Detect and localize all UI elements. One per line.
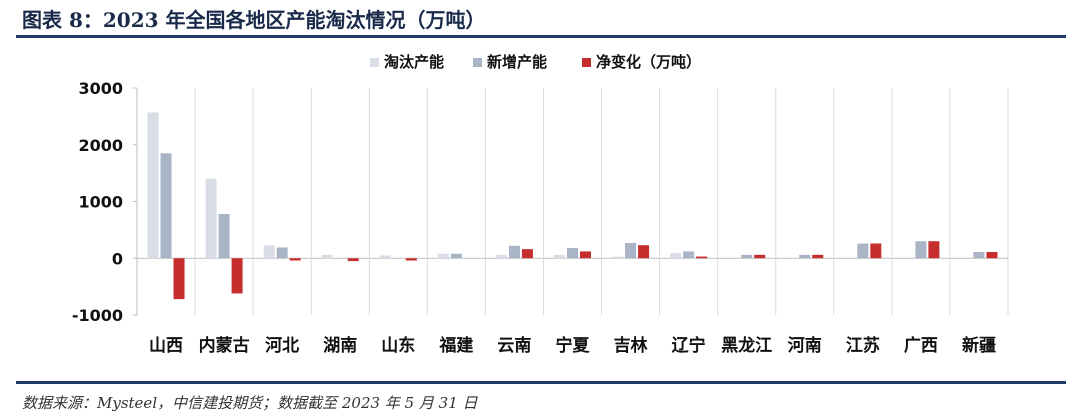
bar-12-series-3 [812,254,824,259]
x-category-label-3: 河北 [265,336,299,356]
bar-5-series-3 [405,258,417,261]
bar-8-series-1 [554,254,565,259]
bar-1-series-2 [160,153,172,259]
bar-12-series-2 [799,254,811,259]
y-tick-label-3: 1000 [78,193,123,212]
y-tick-label-5: -1000 [72,306,123,325]
bar-6-series-1 [437,253,449,259]
bar-3-series-1 [263,245,275,259]
bottom-rule [16,381,1066,384]
figure-title-text: 2023 年全国各地区产能淘汰情况（万吨） [102,8,486,32]
bar-4-series-3 [347,258,359,262]
figure-title: 图表 8：2023 年全国各地区产能淘汰情况（万吨） [22,4,486,33]
x-category-label-7: 云南 [497,335,531,356]
bar-15-series-2 [973,252,985,259]
bar-7-series-2 [508,245,520,259]
bar-3-series-3 [289,258,301,261]
x-category-label-1: 山西 [149,336,183,356]
bar-11-series-2 [741,254,753,259]
bar-10-series-3 [696,256,708,259]
x-category-label-10: 辽宁 [672,335,706,356]
bar-11-series-3 [754,254,766,259]
legend-swatch-3 [582,58,591,67]
y-tick-label-1: 3000 [78,79,123,98]
bar-8-series-2 [567,248,578,259]
bar-13-series-2 [857,243,869,259]
bar-1-series-1 [147,112,159,259]
bar-5-series-1 [379,255,391,259]
legend-label-1: 淘汰产能 [383,53,444,71]
bar-6-series-2 [450,253,462,259]
bar-9-series-3 [638,245,650,259]
bar-1-series-3 [173,258,185,300]
figure-colon: ： [82,8,103,32]
bar-9-series-2 [625,242,637,259]
bar-10-series-1 [670,253,682,259]
bar-2-series-1 [205,178,217,259]
legend-label-3: 净变化（万吨） [596,53,701,71]
legend-label-2: 新增产能 [487,53,547,71]
x-category-label-15: 新疆 [962,335,996,356]
figure-label: 图表 8 [22,8,83,32]
bar-chart: 淘汰产能 新增产能 净变化（万吨） 3000 2000 1000 0 -1000 山西 内蒙古 河北… [72,53,1009,356]
y-tick-label-4: 0 [112,249,123,268]
bar-2-series-3 [231,258,243,294]
bar-15-series-3 [986,252,998,259]
bar-9-series-1 [612,256,624,259]
x-category-label-5: 山东 [381,335,415,356]
x-category-label-11: 黑龙江 [721,335,772,356]
top-rule [16,35,1066,38]
y-tick-label-2: 2000 [78,136,123,155]
bar-4-series-1 [321,254,333,259]
x-category-label-6: 福建 [438,335,473,356]
bar-13-series-3 [870,243,882,259]
bar-7-series-1 [495,254,507,259]
x-category-label-13: 江苏 [846,335,880,356]
legend-swatch-1 [370,58,379,67]
bar-10-series-2 [683,251,695,259]
bar-8-series-3 [580,251,591,259]
x-category-label-9: 吉林 [614,335,648,356]
x-category-label-12: 河南 [788,335,822,356]
bar-14-series-3 [928,241,940,259]
x-category-label-14: 广西 [904,335,938,356]
x-category-label-2: 内蒙古 [199,335,250,356]
legend-swatch-2 [473,58,482,67]
x-category-label-4: 湖南 [323,335,357,356]
bar-3-series-2 [276,247,288,259]
bar-7-series-3 [521,249,533,259]
source-note: 数据来源：Mysteel，中信建投期货；数据截至 2023 年 5 月 31 日 [22,394,478,412]
bar-14-series-2 [915,241,927,259]
x-category-label-8: 宁夏 [556,335,591,356]
bar-2-series-2 [218,213,230,259]
